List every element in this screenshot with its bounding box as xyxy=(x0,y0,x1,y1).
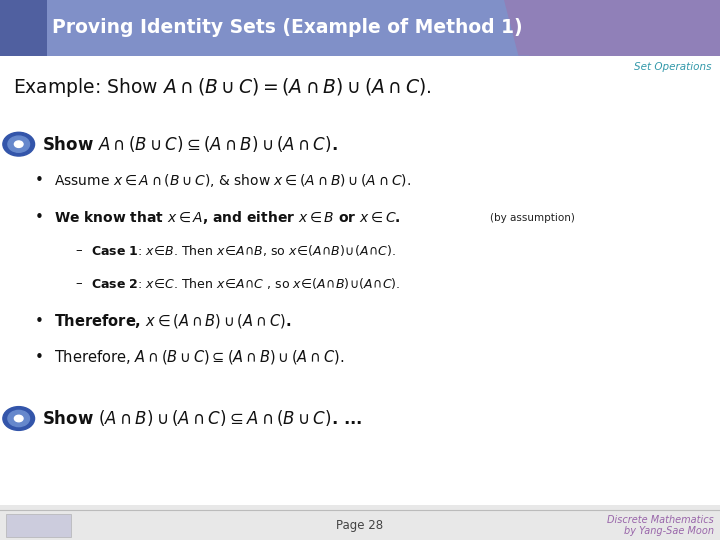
Text: •: • xyxy=(35,314,44,329)
FancyBboxPatch shape xyxy=(0,0,562,56)
FancyBboxPatch shape xyxy=(0,0,720,56)
Text: Therefore, $x\in(A\cap B)\cup(A\cap C)$.: Therefore, $x\in(A\cap B)\cup(A\cap C)$. xyxy=(54,312,291,330)
Text: •: • xyxy=(35,210,44,225)
Circle shape xyxy=(3,407,35,430)
Circle shape xyxy=(8,136,30,152)
Text: Therefore, $A\cap(B\cup C)\subseteq(A\cap B)\cup(A\cap C)$.: Therefore, $A\cap(B\cup C)\subseteq(A\ca… xyxy=(54,348,344,367)
Circle shape xyxy=(14,141,23,147)
Polygon shape xyxy=(504,0,547,56)
Circle shape xyxy=(8,410,30,427)
Text: (by assumption): (by assumption) xyxy=(490,213,575,222)
Circle shape xyxy=(3,132,35,156)
Circle shape xyxy=(14,415,23,422)
Text: •: • xyxy=(35,350,44,365)
Text: We know that $x\in A$, and either $x\in B$ or $x\in C$.: We know that $x\in A$, and either $x\in … xyxy=(54,209,401,226)
Text: •: • xyxy=(35,173,44,188)
Text: Example: Show $A\cap(B\cup C)=(A\cap B)\cup(A\cap C)$.: Example: Show $A\cap(B\cup C)=(A\cap B)\… xyxy=(13,76,431,99)
Text: Set Operations: Set Operations xyxy=(634,62,711,72)
Text: Proving Identity Sets (Example of Method 1): Proving Identity Sets (Example of Method… xyxy=(52,18,523,37)
Text: by Yang-Sae Moon: by Yang-Sae Moon xyxy=(624,526,714,536)
Text: $\mathbf{Case\ 2}$: $x\!\in\! C$. Then $x\!\in\! A\!\cap\! C$ , so $x\!\in\!(A\!: $\mathbf{Case\ 2}$: $x\!\in\! C$. Then $… xyxy=(91,276,401,291)
FancyBboxPatch shape xyxy=(6,514,71,537)
Text: $\mathbf{Case\ 1}$: $x\!\in\! B$. Then $x\!\in\! A\!\cap\! B$, so $x\!\in\!(A\!\: $\mathbf{Case\ 1}$: $x\!\in\! B$. Then $… xyxy=(91,243,397,258)
Text: Page 28: Page 28 xyxy=(336,519,384,532)
Polygon shape xyxy=(529,0,544,56)
Text: Show $(A\cap B)\cup(A\cap C) \subseteq A\cap(B\cup C)$. ...: Show $(A\cap B)\cup(A\cap C) \subseteq A… xyxy=(42,408,362,429)
Text: Discrete Mathematics: Discrete Mathematics xyxy=(608,515,714,525)
Text: –: – xyxy=(76,244,82,257)
Text: Show $A\cap(B\cup C)\subseteq(A\cap B)\cup(A\cap C)$.: Show $A\cap(B\cup C)\subseteq(A\cap B)\c… xyxy=(42,134,338,154)
FancyBboxPatch shape xyxy=(0,505,720,540)
Polygon shape xyxy=(529,0,562,56)
Text: –: – xyxy=(76,277,82,290)
FancyBboxPatch shape xyxy=(0,0,47,56)
Text: Assume $x\in A\cap(B\cup C)$, & show $x\in(A\cap B)\cup(A\cap C)$.: Assume $x\in A\cap(B\cup C)$, & show $x\… xyxy=(54,172,411,190)
